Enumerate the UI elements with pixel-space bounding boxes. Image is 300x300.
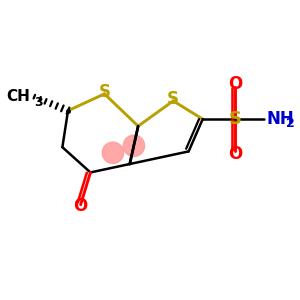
Text: 2: 2 — [286, 117, 295, 130]
Circle shape — [123, 135, 145, 157]
Text: CH: CH — [6, 89, 30, 104]
Text: S: S — [98, 83, 110, 101]
Text: S: S — [167, 91, 179, 109]
Text: S: S — [228, 110, 242, 128]
Text: O: O — [228, 75, 242, 93]
Text: O: O — [228, 145, 242, 163]
Text: NH: NH — [267, 110, 294, 128]
Text: 3: 3 — [34, 96, 42, 109]
Circle shape — [102, 142, 124, 164]
Text: O: O — [74, 197, 88, 215]
